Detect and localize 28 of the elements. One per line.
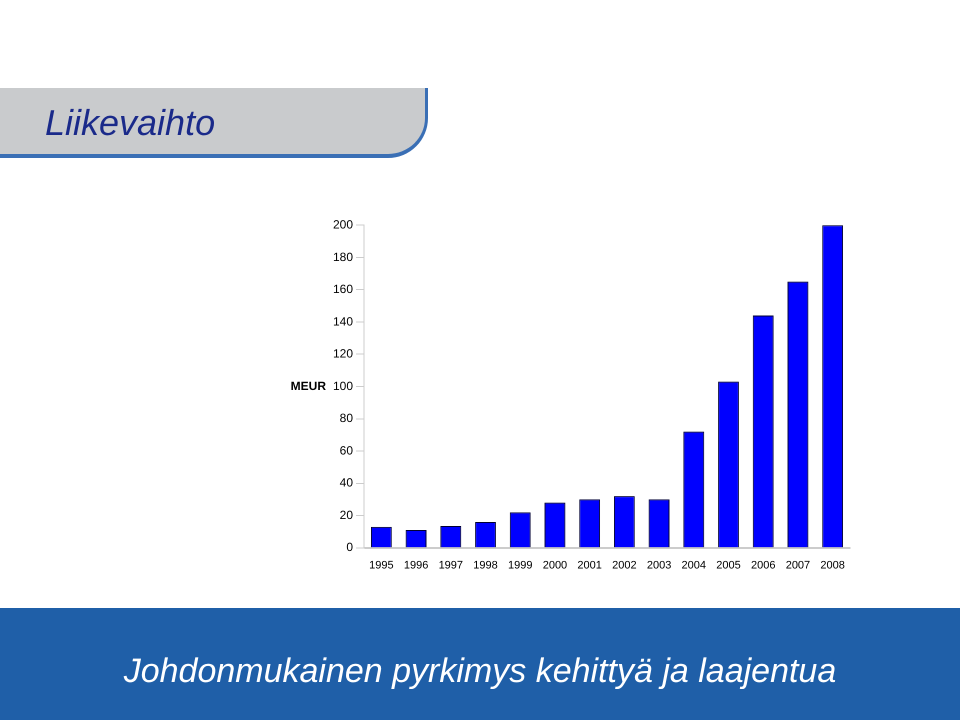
x-tick-label: 1996	[404, 559, 428, 572]
y-tick-label: 100	[332, 378, 354, 393]
y-tick-label: 160	[332, 282, 354, 296]
x-tick-label: 1999	[508, 559, 532, 572]
x-tick-label: 2003	[646, 559, 672, 572]
y-axis-title: MEUR	[290, 378, 326, 393]
x-tick-label: 2004	[682, 559, 706, 572]
y-tick-label: 80	[340, 411, 354, 426]
x-tick-label: 2001	[577, 559, 602, 572]
y-tick-label: 40	[340, 476, 354, 490]
x-tick-label: 1995	[369, 559, 394, 572]
x-tick-label: 2002	[612, 559, 637, 572]
y-tick-label: 200	[332, 218, 354, 232]
x-tick-label: 2007	[786, 559, 810, 572]
x-tick-label: 2000	[542, 559, 568, 572]
y-tick-label: 140	[332, 314, 354, 328]
x-tick-label: 2006	[750, 559, 776, 572]
text: Johdonmukainen pyrkimys kehittyä ja laajentua	[122, 652, 838, 691]
x-tick-label: 2008	[820, 559, 845, 572]
x-tick-label: 1998	[473, 559, 498, 572]
y-tick-label: 20	[340, 508, 354, 522]
x-tick-label: 2005	[716, 559, 741, 572]
y-tick-label: 60	[340, 443, 354, 458]
y-tick-label: 180	[332, 250, 354, 264]
chart-title: Liikevaihto	[45, 102, 216, 144]
y-tick-label: 0	[346, 540, 354, 554]
x-tick-label: 1997	[438, 559, 464, 572]
y-tick-label: 120	[332, 346, 354, 361]
